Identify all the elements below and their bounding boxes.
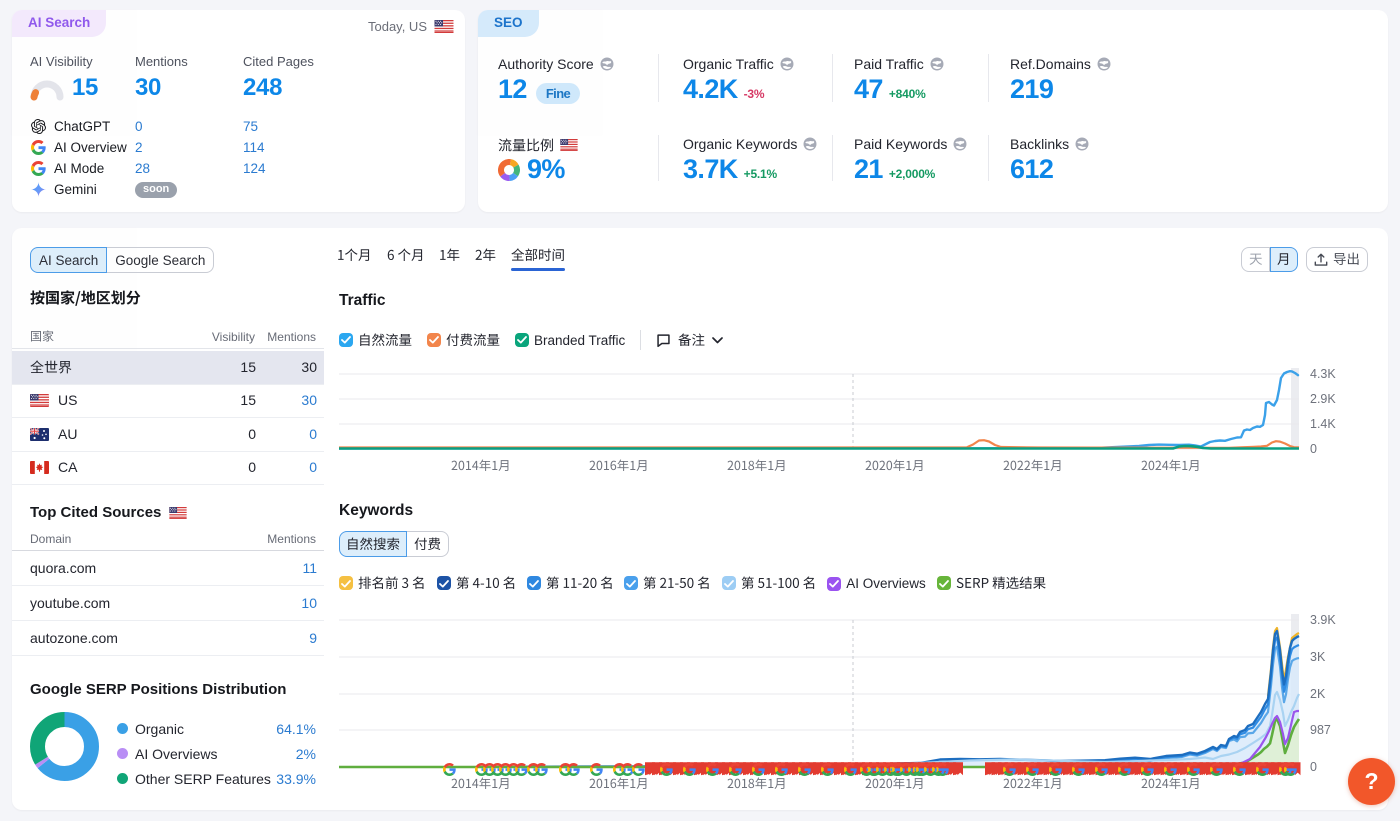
svg-text:3.9K: 3.9K	[1310, 613, 1336, 627]
svg-text:4.3K: 4.3K	[1310, 367, 1336, 381]
svg-text:1.4K: 1.4K	[1310, 417, 1336, 431]
svg-text:0: 0	[1310, 442, 1317, 456]
svg-text:2.9K: 2.9K	[1310, 392, 1336, 406]
svg-text:987: 987	[1310, 723, 1331, 737]
svg-text:3K: 3K	[1310, 650, 1326, 664]
svg-text:2K: 2K	[1310, 687, 1326, 701]
svg-text:0: 0	[1310, 760, 1317, 774]
